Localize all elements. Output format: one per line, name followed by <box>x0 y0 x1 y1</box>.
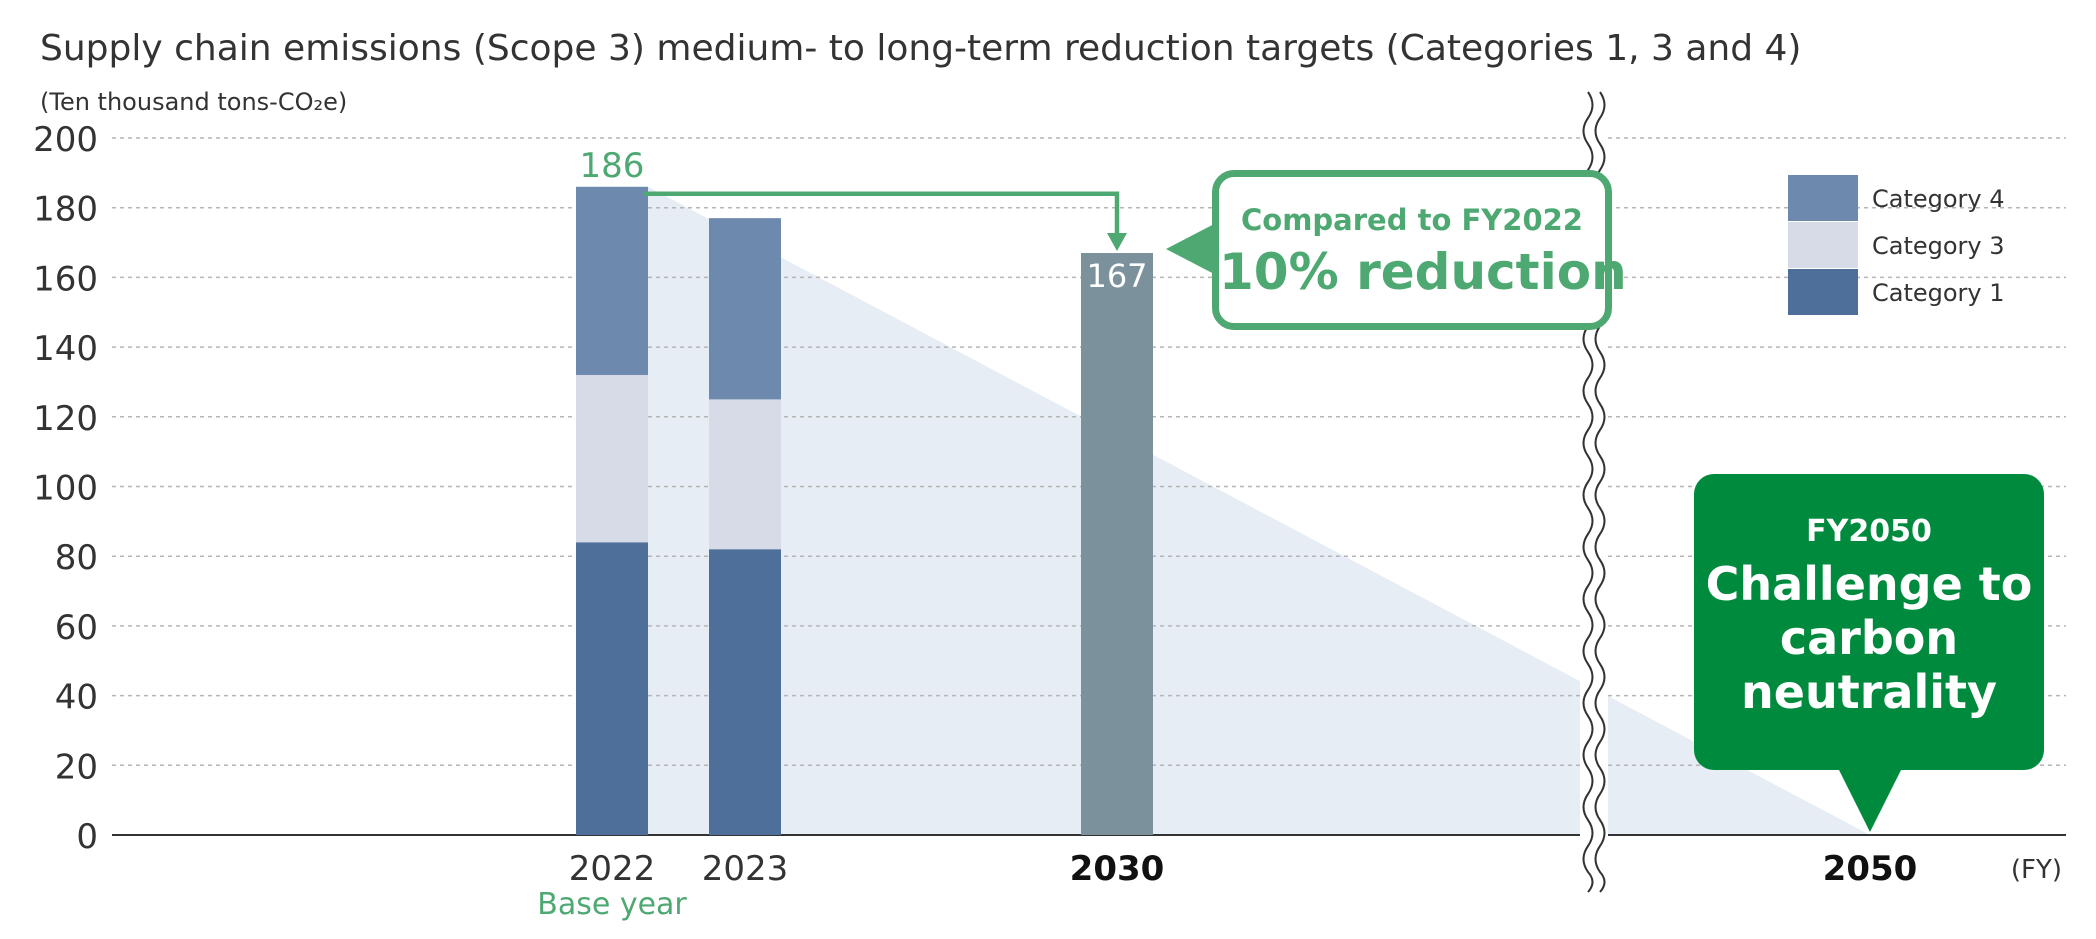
y-tick-label: 40 <box>55 678 98 718</box>
x-tick-sublabel: Base year <box>537 887 687 922</box>
y-tick-label: 180 <box>33 190 98 230</box>
legend: Category 4 Category 3 Category 1 <box>1788 175 2005 315</box>
x-tick-label: 2050 <box>1823 849 1918 889</box>
reduction-trend-area-shape <box>648 186 1870 836</box>
bars: 167 <box>576 186 1153 835</box>
y-tick-label: 20 <box>55 747 98 787</box>
reduction-arrow-head <box>1107 233 1127 252</box>
y-tick-label: 0 <box>76 817 98 857</box>
target-bar <box>1081 253 1153 835</box>
base-total-value-label: 186 <box>580 146 645 186</box>
bar-segment <box>709 218 781 400</box>
goal-headline-line: Challenge to <box>1705 557 2033 611</box>
legend-label: Category 3 <box>1872 232 2005 260</box>
x-tick-label: 2030 <box>1070 849 1165 889</box>
bar-segment <box>709 549 781 835</box>
legend-swatch <box>1788 222 1858 268</box>
chart-title: Supply chain emissions (Scope 3) medium-… <box>40 28 1802 69</box>
bar-segment <box>576 374 648 543</box>
goal-headline-line: carbon <box>1779 611 1959 665</box>
callout-subtitle: Compared to FY2022 <box>1241 203 1583 237</box>
y-tick-label: 60 <box>55 608 98 648</box>
annotations: 186 <box>580 146 1902 832</box>
y-tick-label: 100 <box>33 469 98 509</box>
goal-headline-line: neutrality <box>1741 665 1997 719</box>
target-bar-value-label: 167 <box>1086 257 1147 295</box>
legend-swatch <box>1788 175 1858 221</box>
y-tick-label: 80 <box>55 538 98 578</box>
y-tick-label: 120 <box>33 399 98 439</box>
goal-headline: Challenge to carbon neutrality <box>1694 557 2044 719</box>
bar-segment <box>709 399 781 550</box>
y-tick-label: 140 <box>33 329 98 369</box>
goal-pointer <box>1838 768 1902 832</box>
bar-segment <box>576 186 648 375</box>
goal-subtitle: FY2050 <box>1806 514 1932 549</box>
x-axis-unit-label: (FY) <box>2011 855 2062 885</box>
x-tick-label: 2023 <box>702 849 789 889</box>
bar-segment <box>576 542 648 835</box>
legend-label: Category 4 <box>1872 185 2005 213</box>
legend-label: Category 1 <box>1872 279 2005 307</box>
reduction-callout: Compared to FY2022 10% reduction <box>1212 170 1627 330</box>
y-axis-unit-label: (Ten thousand tons-CO₂e) <box>40 88 348 116</box>
y-tick-label: 160 <box>33 259 98 299</box>
carbon-neutrality-callout: FY2050 Challenge to carbon neutrality <box>1694 474 2044 770</box>
x-tick-label: 2022 <box>569 849 656 889</box>
y-axis-labels: 0 20 40 60 80 100 120 140 160 180 200 <box>33 120 98 857</box>
reduction-arrow-line <box>644 191 1120 236</box>
legend-swatch <box>1788 269 1858 315</box>
callout-pointer <box>1166 222 1218 276</box>
y-tick-label: 200 <box>33 120 98 160</box>
callout-headline: 10% reduction <box>1219 243 1627 301</box>
reduction-trend-area <box>648 186 1870 836</box>
